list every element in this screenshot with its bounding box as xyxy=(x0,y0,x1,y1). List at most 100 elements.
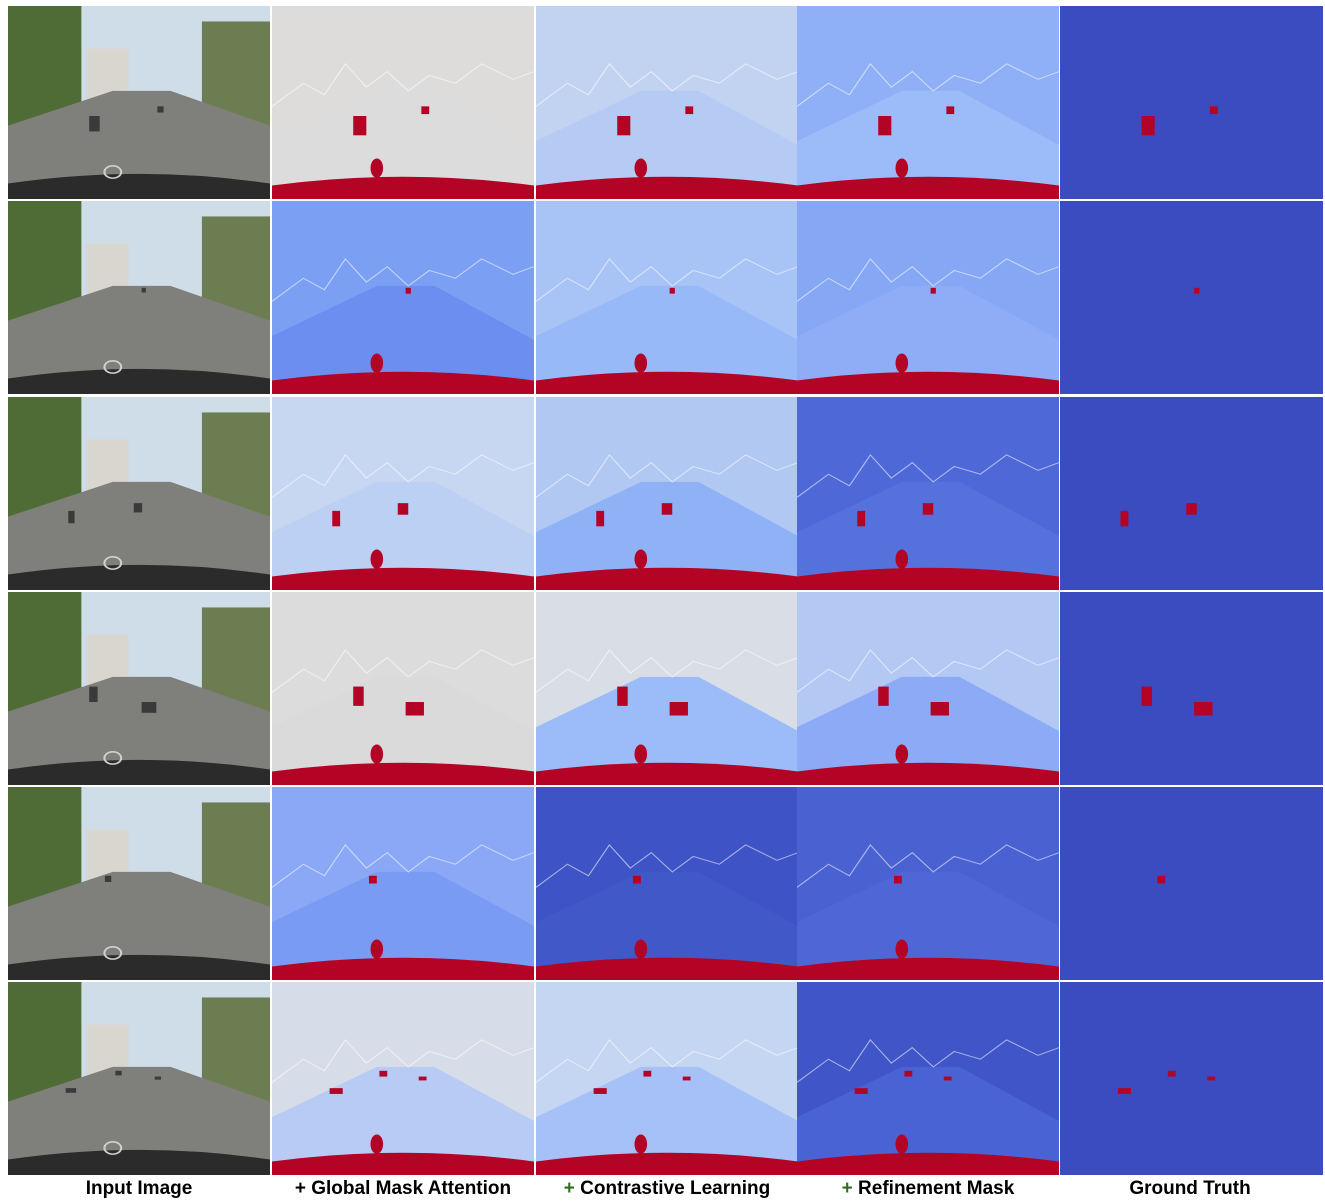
panel-ground-truth-row5 xyxy=(1060,787,1323,980)
obstacle xyxy=(115,1070,122,1076)
road-score xyxy=(536,871,798,980)
road-surface xyxy=(8,1066,270,1175)
panel-heatmap-row4 xyxy=(536,592,798,785)
gt-anomaly-mask xyxy=(1186,503,1197,515)
road-score xyxy=(536,285,798,394)
panel-input-row4 xyxy=(8,592,270,785)
emblem-score xyxy=(634,939,648,959)
panel-heatmap-row4 xyxy=(272,592,534,785)
obstacle xyxy=(68,510,75,524)
ego-vehicle-score xyxy=(272,567,534,590)
anomaly-score xyxy=(878,116,892,136)
anomaly-score xyxy=(596,510,605,527)
plus-sign: + xyxy=(563,1178,575,1199)
anomaly-score xyxy=(332,510,341,527)
emblem-score xyxy=(634,353,648,373)
road-surface xyxy=(8,871,270,980)
ego-vehicle-score xyxy=(536,957,798,980)
emblem-score xyxy=(370,549,384,569)
ego-vehicle-score xyxy=(272,762,534,785)
emblem-score xyxy=(370,1134,384,1154)
edge-artifacts xyxy=(536,648,798,693)
anomaly-score xyxy=(353,686,364,706)
emblem-score xyxy=(634,744,648,764)
label-contrastive-learning: + Contrastive Learning xyxy=(563,1178,771,1199)
edge-artifacts xyxy=(797,62,1059,107)
gt-anomaly-mask xyxy=(1194,287,1200,294)
gt-background xyxy=(1060,787,1323,980)
label-input-image: Input Image xyxy=(85,1178,193,1199)
anomaly-score xyxy=(379,1070,388,1077)
anomaly-score xyxy=(946,106,955,115)
hood-emblem xyxy=(103,946,123,960)
panel-heatmap-row6 xyxy=(272,982,534,1175)
anomaly-score xyxy=(922,503,934,515)
obstacle xyxy=(89,686,98,703)
edge-artifacts xyxy=(272,648,534,693)
obstacle xyxy=(141,287,146,293)
road-score xyxy=(536,1066,798,1175)
anomaly-score xyxy=(418,1076,427,1081)
panel-heatmap-row6 xyxy=(536,982,798,1175)
anomaly-score xyxy=(854,1088,868,1094)
anomaly-score xyxy=(930,702,949,716)
label-ground-truth: Ground Truth xyxy=(1129,1178,1251,1199)
emblem-score xyxy=(895,549,909,569)
hood-emblem xyxy=(103,556,123,570)
road-score xyxy=(797,481,1059,590)
panel-heatmap-row3 xyxy=(272,397,534,590)
road-score xyxy=(797,90,1059,199)
ego-vehicle-score xyxy=(797,371,1059,394)
panel-ground-truth-row6 xyxy=(1060,982,1323,1175)
edge-artifacts xyxy=(797,257,1059,302)
road-score xyxy=(272,90,534,199)
panel-heatmap-row2 xyxy=(272,201,534,394)
edge-artifacts xyxy=(272,843,534,888)
ego-vehicle-score xyxy=(272,371,534,394)
ego-vehicle-score xyxy=(536,176,798,199)
gt-background xyxy=(1060,6,1323,199)
ego-vehicle-score xyxy=(536,567,798,590)
anomaly-score xyxy=(904,1070,913,1077)
gt-anomaly-mask xyxy=(1157,875,1166,884)
road-score xyxy=(797,285,1059,394)
car-hood xyxy=(8,954,270,980)
obstacle xyxy=(133,503,143,513)
edge-artifacts xyxy=(272,257,534,302)
anomaly-score xyxy=(617,116,631,136)
road-score xyxy=(797,1066,1059,1175)
edge-artifacts xyxy=(797,648,1059,693)
edge-artifacts xyxy=(797,453,1059,498)
panel-ground-truth-row4 xyxy=(1060,592,1323,785)
anomaly-score xyxy=(368,875,377,884)
edge-artifacts xyxy=(272,62,534,107)
panel-heatmap-row5 xyxy=(272,787,534,980)
panel-input-row3 xyxy=(8,397,270,590)
panel-heatmap-row1 xyxy=(272,6,534,199)
emblem-score xyxy=(370,939,384,959)
ego-vehicle-score xyxy=(272,957,534,980)
road-score xyxy=(272,676,534,785)
panel-ground-truth-row1 xyxy=(1060,6,1323,199)
gt-anomaly-mask xyxy=(1194,702,1213,716)
road-score xyxy=(272,481,534,590)
panel-ground-truth-row3 xyxy=(1060,397,1323,590)
panel-heatmap-row1 xyxy=(797,6,1059,199)
anomaly-score xyxy=(353,116,367,136)
obstacle xyxy=(89,116,100,132)
car-hood xyxy=(8,1149,270,1175)
road-score xyxy=(272,871,534,980)
car-hood xyxy=(8,173,270,199)
emblem-score xyxy=(895,1134,909,1154)
gt-background xyxy=(1060,397,1323,590)
edge-artifacts xyxy=(536,843,798,888)
anomaly-score xyxy=(421,106,430,115)
gt-anomaly-mask xyxy=(1141,116,1155,136)
obstacle xyxy=(141,702,157,713)
ego-vehicle-score xyxy=(272,176,534,199)
panel-heatmap-row2 xyxy=(536,201,798,394)
anomaly-score xyxy=(643,1070,652,1077)
gt-anomaly-mask xyxy=(1207,1076,1216,1081)
car-hood xyxy=(8,564,270,590)
